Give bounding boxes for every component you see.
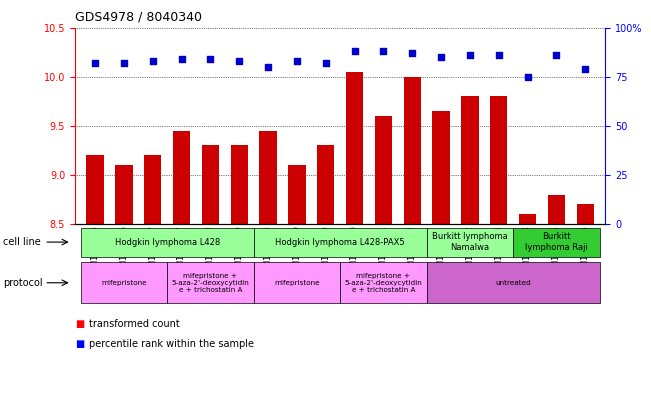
- Point: [378, 48, 389, 54]
- Point: [407, 50, 417, 56]
- Bar: [202, 145, 219, 224]
- FancyBboxPatch shape: [254, 228, 426, 257]
- Bar: [115, 165, 133, 224]
- Point: [580, 66, 590, 72]
- Point: [320, 60, 331, 66]
- Bar: [144, 155, 161, 224]
- Text: transformed count: transformed count: [89, 319, 180, 329]
- Bar: [519, 214, 536, 224]
- Point: [465, 52, 475, 58]
- FancyBboxPatch shape: [254, 263, 340, 303]
- Text: cell line: cell line: [3, 237, 41, 247]
- Text: Hodgkin lymphoma L428-PAX5: Hodgkin lymphoma L428-PAX5: [275, 238, 405, 246]
- Bar: [259, 131, 277, 224]
- FancyBboxPatch shape: [81, 263, 167, 303]
- Text: ■: ■: [75, 339, 84, 349]
- Bar: [230, 145, 248, 224]
- Point: [292, 58, 302, 64]
- Bar: [577, 204, 594, 224]
- Text: Hodgkin lymphoma L428: Hodgkin lymphoma L428: [115, 238, 220, 246]
- Text: GDS4978 / 8040340: GDS4978 / 8040340: [75, 11, 202, 24]
- FancyBboxPatch shape: [81, 228, 254, 257]
- Point: [436, 54, 447, 60]
- Point: [118, 60, 129, 66]
- FancyBboxPatch shape: [167, 263, 254, 303]
- Text: percentile rank within the sample: percentile rank within the sample: [89, 339, 254, 349]
- Point: [148, 58, 158, 64]
- Bar: [462, 96, 478, 224]
- Bar: [490, 96, 507, 224]
- Bar: [288, 165, 305, 224]
- FancyBboxPatch shape: [426, 263, 600, 303]
- Bar: [173, 131, 190, 224]
- Bar: [432, 111, 450, 224]
- Text: mifepristone: mifepristone: [274, 280, 320, 286]
- Text: ■: ■: [75, 319, 84, 329]
- Bar: [547, 195, 565, 224]
- Point: [493, 52, 504, 58]
- Bar: [346, 72, 363, 224]
- Point: [205, 56, 215, 62]
- Bar: [317, 145, 335, 224]
- Bar: [404, 77, 421, 224]
- Point: [551, 52, 562, 58]
- Text: Burkitt
lymphoma Raji: Burkitt lymphoma Raji: [525, 232, 588, 252]
- Point: [350, 48, 360, 54]
- Point: [90, 60, 100, 66]
- Text: untreated: untreated: [495, 280, 531, 286]
- Point: [234, 58, 244, 64]
- FancyBboxPatch shape: [513, 228, 600, 257]
- Point: [176, 56, 187, 62]
- Text: protocol: protocol: [3, 278, 43, 288]
- Bar: [87, 155, 104, 224]
- Point: [522, 73, 533, 80]
- Bar: [375, 116, 392, 224]
- Text: mifepristone +
5-aza-2'-deoxycytidin
e + trichostatin A: mifepristone + 5-aza-2'-deoxycytidin e +…: [344, 273, 422, 293]
- Point: [263, 64, 273, 70]
- Text: mifepristone +
5-aza-2'-deoxycytidin
e + trichostatin A: mifepristone + 5-aza-2'-deoxycytidin e +…: [171, 273, 249, 293]
- FancyBboxPatch shape: [340, 263, 426, 303]
- Text: Burkitt lymphoma
Namalwa: Burkitt lymphoma Namalwa: [432, 232, 508, 252]
- Text: mifepristone: mifepristone: [101, 280, 146, 286]
- FancyBboxPatch shape: [426, 228, 513, 257]
